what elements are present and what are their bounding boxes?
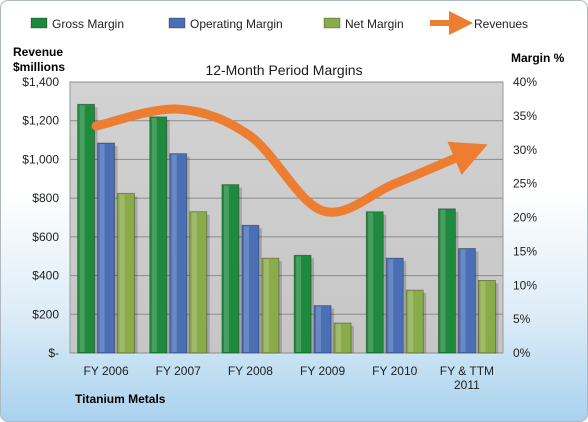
bar-net-margin-fy-ttm-2011 bbox=[478, 280, 496, 354]
bar-highlight bbox=[460, 249, 466, 352]
left-tick-label: $200 bbox=[32, 307, 59, 321]
bar-highlight bbox=[191, 212, 197, 352]
bar-net-margin-fy-2008 bbox=[261, 257, 280, 354]
right-axis-title: Margin % bbox=[511, 51, 565, 65]
legend-item-operating-margin: Operating Margin bbox=[168, 17, 283, 31]
bar-net-margin-fy-2007 bbox=[189, 211, 208, 354]
gridlines bbox=[70, 81, 503, 354]
legend-swatch bbox=[168, 17, 186, 29]
right-tick-label: 20% bbox=[513, 211, 537, 225]
legend-label: Revenues bbox=[474, 17, 528, 31]
legend-item-gross-margin: Gross Margin bbox=[30, 17, 124, 31]
bar-highlight bbox=[316, 306, 322, 352]
bar-gross-margin-fy-2008 bbox=[221, 184, 240, 354]
bar-highlight bbox=[480, 281, 486, 352]
legend-swatch bbox=[30, 17, 48, 29]
bar-highlight bbox=[388, 259, 394, 352]
x-tick-label-fy-2010: FY 2010 bbox=[372, 364, 417, 378]
bars bbox=[77, 103, 499, 354]
bar-highlight bbox=[440, 209, 446, 352]
x-tick-label-fy-ttm-2011: FY & TTM 2011 bbox=[440, 364, 494, 392]
legend-label: Gross Margin bbox=[52, 17, 124, 31]
bar-net-margin-fy-2009 bbox=[333, 322, 352, 354]
bar-highlight bbox=[79, 105, 85, 352]
bar-highlight bbox=[99, 143, 105, 352]
left-axis-title-line1: Revenue bbox=[13, 45, 63, 59]
x-tick-label-fy-2007: FY 2007 bbox=[156, 364, 201, 378]
bar-gross-margin-fy-2007 bbox=[149, 116, 168, 354]
left-tick-label: $- bbox=[48, 346, 59, 360]
bar-gross-margin-fy-2009 bbox=[293, 254, 312, 354]
x-axis-labels: FY 2006 FY 2007 FY 2008 FY 2009 FY 2010 FY & … bbox=[84, 364, 495, 392]
bar-highlight bbox=[151, 117, 157, 352]
left-tick-label: $1,000 bbox=[22, 152, 59, 166]
x-tick-label-fy-2006: FY 2006 bbox=[84, 364, 129, 378]
legend: Gross Margin Operating Margin Net Margin Re… bbox=[30, 11, 528, 35]
right-tick-label: 40% bbox=[513, 75, 537, 89]
x-tick-label-fy-2009: FY 2009 bbox=[300, 364, 345, 378]
bar-operating-margin-fy-2008 bbox=[241, 224, 260, 354]
bar-highlight bbox=[263, 259, 269, 352]
revenue-line bbox=[91, 104, 488, 217]
left-axis-ticks: $- $200 $400 $600 $800 $1,000 $1,200 $1,400 bbox=[22, 75, 59, 360]
right-tick-label: 0% bbox=[513, 346, 531, 360]
left-axis-title-line2: $millions bbox=[13, 60, 65, 74]
bar-gross-margin-fy-ttm-2011 bbox=[438, 208, 456, 354]
x-tick-label-fy-2008: FY 2008 bbox=[228, 364, 273, 378]
bar-net-margin-fy-2006 bbox=[117, 192, 135, 354]
left-tick-label: $600 bbox=[32, 230, 59, 244]
bar-highlight bbox=[368, 212, 374, 352]
bar-net-margin-fy-2010 bbox=[405, 289, 424, 354]
bar-highlight bbox=[408, 291, 414, 352]
bar-highlight bbox=[296, 256, 302, 352]
right-tick-label: 5% bbox=[513, 312, 531, 326]
left-tick-label: $1,200 bbox=[22, 114, 59, 128]
right-tick-label: 35% bbox=[513, 109, 537, 123]
line-revenues bbox=[91, 104, 488, 217]
bar-gross-margin-fy-2006 bbox=[77, 103, 95, 354]
bar-highlight bbox=[171, 154, 177, 352]
left-tick-label: $800 bbox=[32, 191, 59, 205]
bar-operating-margin-fy-ttm-2011 bbox=[458, 248, 476, 354]
bar-operating-margin-fy-2007 bbox=[169, 153, 188, 354]
right-tick-label: 10% bbox=[513, 278, 537, 292]
legend-item-net-margin: Net Margin bbox=[323, 17, 404, 31]
bar-highlight bbox=[243, 226, 249, 352]
bar-highlight bbox=[119, 194, 125, 352]
company-label: Titanium Metals bbox=[75, 392, 166, 406]
legend-label: Operating Margin bbox=[190, 17, 283, 31]
bar-operating-margin-fy-2010 bbox=[385, 257, 404, 354]
legend-swatch bbox=[323, 17, 341, 29]
bar-operating-margin-fy-2009 bbox=[313, 305, 332, 354]
bar-highlight bbox=[336, 323, 342, 352]
right-tick-label: 15% bbox=[513, 244, 537, 258]
legend-label: Net Margin bbox=[345, 17, 404, 31]
left-tick-label: $400 bbox=[32, 269, 59, 283]
chart-title: 12-Month Period Margins bbox=[205, 62, 362, 78]
bar-operating-margin-fy-2006 bbox=[97, 142, 115, 354]
left-tick-label: $1,400 bbox=[22, 75, 59, 89]
legend-item-revenues: Revenues bbox=[430, 11, 528, 35]
right-tick-label: 25% bbox=[513, 177, 537, 191]
right-tick-label: 30% bbox=[513, 143, 537, 157]
bar-highlight bbox=[223, 185, 229, 352]
bar-gross-margin-fy-2010 bbox=[365, 211, 384, 354]
right-axis-ticks: 0% 5% 10% 15% 20% 25% 30% 35% 40% bbox=[513, 75, 537, 360]
